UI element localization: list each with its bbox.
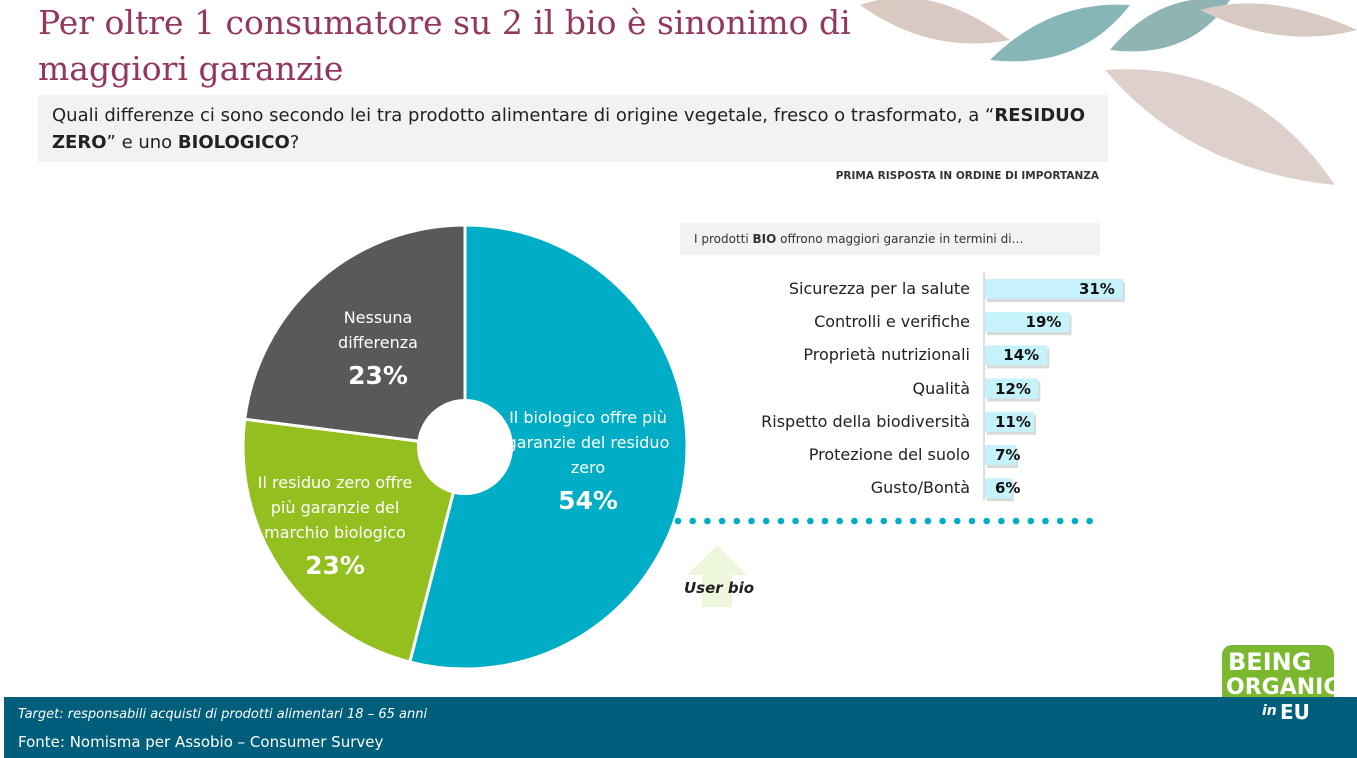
dot [792,517,799,525]
pie-label: Il biologico offre più garanzie del resi… [506,408,670,477]
dot [954,517,961,525]
question-box [38,95,1108,162]
bar [985,345,1048,366]
bar-label: Protezione del suolo [808,445,970,464]
dot [880,517,888,525]
dot [718,517,726,525]
bar [985,411,1034,432]
pie-slice [407,223,689,671]
note: PRIMA RISPOSTA IN ORDINE DI IMPORTANZA [835,170,1099,182]
dot [836,517,843,525]
pie-slice [241,417,467,664]
bar-label: Qualità [912,378,970,398]
bar-value-label: 31% [1078,280,1115,298]
bar-value-label: 11% [995,412,1031,431]
dot [733,517,741,525]
dot [807,517,814,525]
bar-value-label: 14% [1003,346,1040,365]
dot [704,517,711,525]
pie-value-label: 23% [305,551,365,580]
bar [985,478,1012,499]
dot [939,517,946,525]
dot [983,517,990,525]
question-text: Quali differenze ci sono secondo lei tra… [52,105,995,126]
question-text: ? [289,132,300,153]
dot [865,517,873,525]
subtitle-text: I prodotti [694,232,753,246]
dot [1086,517,1093,525]
bar-value-label: 19% [1025,313,1062,332]
question-text: ” e uno [106,132,178,153]
leaves [860,0,1357,185]
pie-slice [243,223,467,449]
pie-value-label: 23% [348,361,408,390]
bar [985,445,1017,465]
annotation: User bio [684,579,755,597]
subtitle-bold: BIO [752,232,777,246]
question: Quali differenze ci sono secondo lei tra… [52,102,1092,156]
dot [674,517,682,525]
dotted-line [674,517,1093,525]
logo-text: EU [1280,700,1310,724]
footer [4,697,1357,758]
footer-source: Fonte: Nomisma per Assobio – Consumer Su… [18,733,384,751]
pie-value-label: 54% [558,486,618,515]
bar-label: Sicurezza per la salute [788,279,970,298]
donut-hole [417,399,513,495]
dot [924,517,932,525]
dot [1071,517,1079,525]
question-bold: RESIDUO ZERO [52,105,1086,153]
question-bold: BIOLOGICO [177,132,290,153]
dot [1012,517,1020,525]
pie-label: Nessuna differenza [338,308,418,352]
dot [748,517,755,525]
dot [895,517,902,525]
dot [998,517,1005,525]
dot [1056,517,1064,525]
pie-chart [241,223,689,671]
bar-label: Gusto/Bontà [870,478,970,498]
bar-chart [985,279,1125,502]
bar-value-label: 12% [995,379,1031,398]
bar [985,312,1070,333]
bar-label: Rispetto della biodiversità [761,411,970,431]
dot [689,517,696,525]
footer-target: Target: responsabili acquisti di prodott… [18,707,428,722]
bar-subtitle: I prodotti BIO offrono maggiori garanzie… [694,232,1024,246]
bar-value-label: 7% [995,446,1021,464]
bar-label: Controlli e verifiche [814,312,970,332]
bar-subtitle-box [680,223,1100,255]
dot [1027,517,1035,525]
dot [762,517,770,525]
dot [1042,517,1049,525]
arrow [687,545,747,607]
subtitle-text: offrono maggiori garanzie in termini di… [776,232,1024,246]
bar-label: Proprietà nutrizionali [803,345,970,365]
logo-text: in [1262,703,1277,719]
dot [968,517,976,525]
bar [985,378,1039,399]
pie-label: Il residuo zero offre più garanzie del m… [257,473,413,542]
dot [851,517,858,525]
dot [821,517,829,525]
logo-text: BEING [1228,648,1312,676]
dot [909,517,917,525]
bar [985,279,1123,299]
title: Per oltre 1 consumatore su 2 il bio è si… [38,3,851,88]
dot [777,517,785,525]
logo-text: ORGANIC [1226,675,1340,700]
bar-value-label: 6% [995,479,1021,498]
